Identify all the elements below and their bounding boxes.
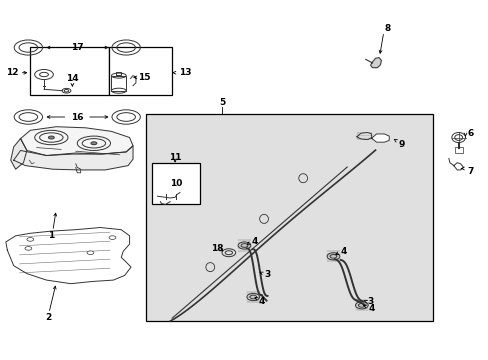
Text: 15: 15 — [138, 73, 150, 82]
Text: 12: 12 — [6, 68, 19, 77]
Text: 4: 4 — [250, 237, 257, 246]
Bar — [145, 114, 432, 321]
Text: 16: 16 — [71, 112, 83, 122]
Bar — [30, 47, 108, 95]
Ellipse shape — [27, 238, 34, 241]
Text: 14: 14 — [66, 74, 79, 83]
Ellipse shape — [109, 236, 116, 239]
Text: 4: 4 — [367, 305, 374, 313]
Polygon shape — [14, 146, 133, 170]
Bar — [108, 47, 172, 95]
Text: 13: 13 — [178, 68, 191, 77]
Text: 7: 7 — [466, 166, 473, 176]
Polygon shape — [356, 132, 371, 140]
Polygon shape — [6, 228, 131, 284]
Ellipse shape — [48, 136, 54, 139]
Text: 3: 3 — [264, 270, 270, 279]
Text: 6: 6 — [467, 130, 472, 139]
Text: 1: 1 — [48, 231, 54, 240]
Polygon shape — [370, 58, 381, 68]
Text: 17: 17 — [71, 43, 83, 52]
Text: 4: 4 — [258, 297, 264, 306]
Text: 11: 11 — [168, 153, 181, 162]
Text: 3: 3 — [367, 297, 373, 306]
Polygon shape — [371, 134, 388, 142]
Ellipse shape — [87, 251, 94, 255]
Text: 4: 4 — [339, 247, 346, 256]
Polygon shape — [20, 127, 133, 156]
Text: 18: 18 — [211, 244, 224, 253]
Text: 8: 8 — [384, 24, 389, 33]
Bar — [116, 72, 121, 75]
Text: 10: 10 — [169, 179, 182, 188]
Bar — [111, 76, 126, 91]
Polygon shape — [11, 139, 27, 169]
Ellipse shape — [25, 247, 32, 250]
Bar — [151, 163, 199, 204]
Bar — [454, 147, 462, 153]
Text: 5: 5 — [219, 98, 225, 107]
Text: 2: 2 — [45, 313, 51, 322]
Text: 9: 9 — [398, 140, 405, 149]
Ellipse shape — [91, 142, 97, 145]
